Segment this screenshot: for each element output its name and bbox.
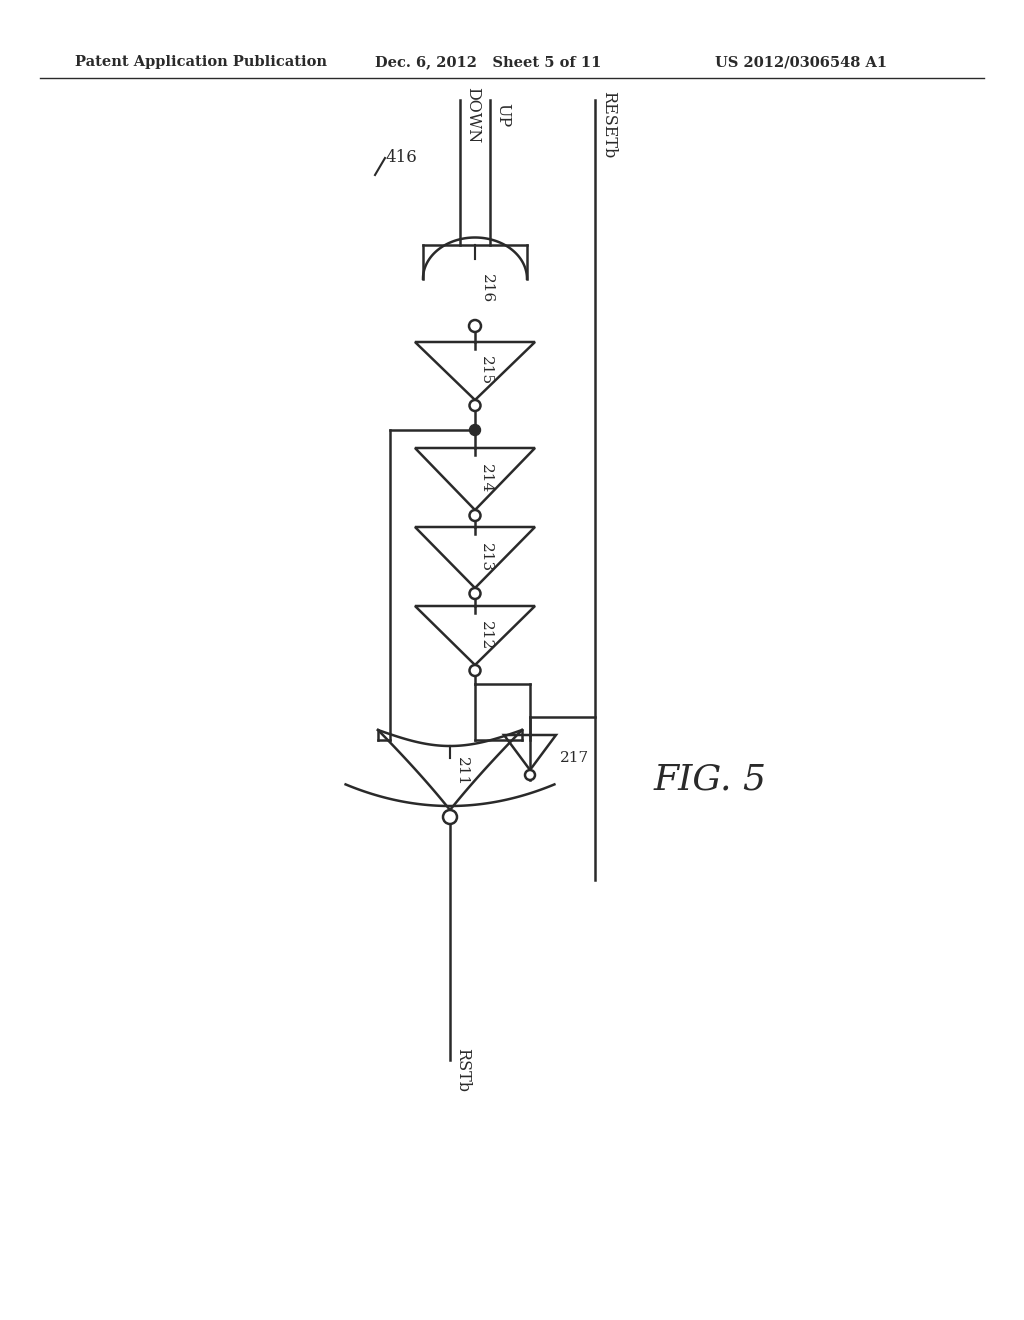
Text: UP: UP [494, 103, 511, 127]
Text: 416: 416 [385, 149, 417, 166]
Circle shape [525, 770, 535, 780]
Text: 215: 215 [479, 356, 493, 385]
Circle shape [469, 665, 480, 676]
Text: 211: 211 [455, 756, 469, 787]
Text: Patent Application Publication: Patent Application Publication [75, 55, 327, 69]
Text: 217: 217 [560, 751, 589, 764]
Circle shape [469, 510, 480, 521]
Text: DOWN: DOWN [464, 87, 481, 143]
Text: RSTb: RSTb [454, 1048, 471, 1092]
Text: US 2012/0306548 A1: US 2012/0306548 A1 [715, 55, 887, 69]
Text: 214: 214 [479, 465, 493, 494]
Circle shape [443, 810, 457, 824]
Circle shape [469, 400, 480, 411]
Text: Dec. 6, 2012   Sheet 5 of 11: Dec. 6, 2012 Sheet 5 of 11 [375, 55, 601, 69]
Circle shape [469, 587, 480, 599]
Text: 212: 212 [479, 620, 493, 651]
Text: FIG. 5: FIG. 5 [653, 763, 767, 797]
Circle shape [469, 425, 480, 436]
Text: RESETb: RESETb [600, 91, 617, 158]
Text: 216: 216 [480, 273, 494, 304]
Circle shape [469, 319, 481, 333]
Text: 213: 213 [479, 543, 493, 572]
